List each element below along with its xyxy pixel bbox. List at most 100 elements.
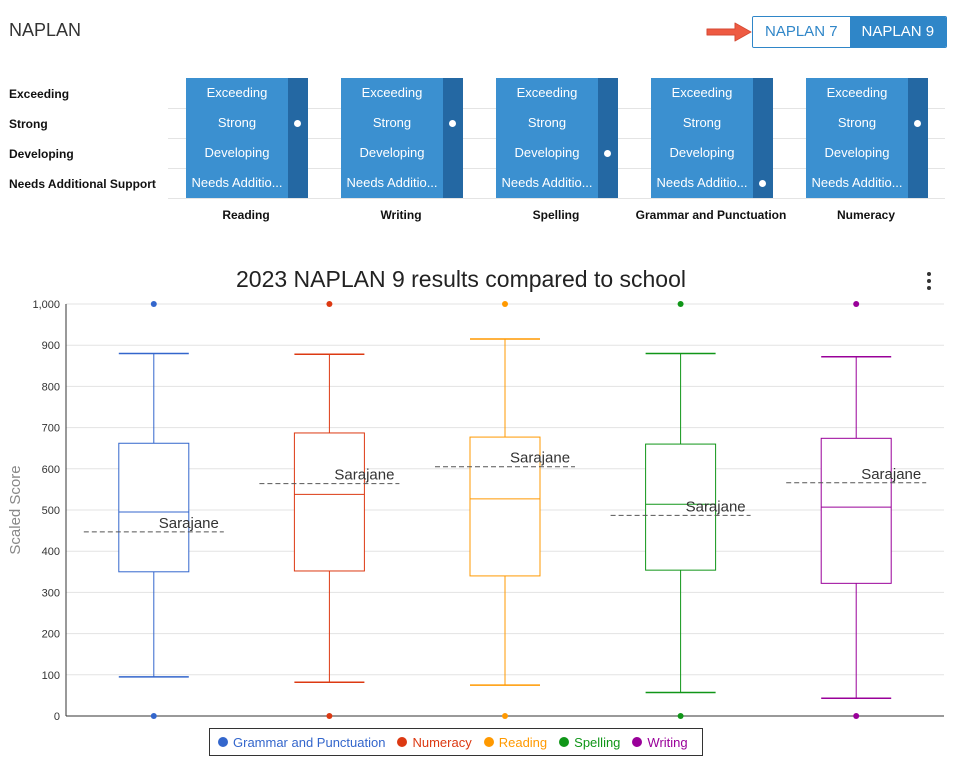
y-tick-label: 100 <box>42 670 60 682</box>
chart-menu-icon[interactable] <box>919 270 939 292</box>
band-column-spelling: Exceeding Strong Developing Needs Additi… <box>496 78 618 198</box>
legend-dot-icon <box>483 737 494 747</box>
band-cell[interactable]: Exceeding <box>361 85 423 100</box>
pointer-arrow-icon <box>706 22 752 42</box>
band-cell[interactable]: Needs Additio... <box>656 175 748 190</box>
legend-label: Numeracy <box>412 734 472 750</box>
legend-dot-icon <box>632 737 643 747</box>
band-label-exceeding: Exceeding <box>9 87 70 101</box>
legend-item[interactable]: Grammar and Punctuation <box>218 735 385 750</box>
band-cell[interactable]: Strong <box>372 115 412 130</box>
band-cell[interactable]: Exceeding <box>206 85 268 100</box>
band-cells: Exceeding Strong Developing Needs Additi… <box>186 78 288 198</box>
iqr-box <box>118 442 190 573</box>
legend-dot-icon <box>559 737 570 747</box>
band-cell[interactable]: Exceeding <box>516 85 578 100</box>
domain-label-grammar: Grammar and Punctuation <box>635 208 787 222</box>
box-numeracy: Sarajane <box>259 301 400 719</box>
band-cell[interactable]: Exceeding <box>671 85 733 100</box>
band-label-needs-support: Needs Additional Support <box>9 177 156 191</box>
naplan-9-button[interactable]: NAPLAN 9 <box>849 17 947 47</box>
student-score-label: Sarajane <box>510 450 570 467</box>
y-tick-label: 600 <box>42 464 60 476</box>
iqr-box <box>820 437 892 584</box>
student-band-marker <box>604 150 611 157</box>
y-tick-label: 700 <box>42 423 60 435</box>
outlier-high-point <box>326 301 333 307</box>
y-tick-label: 400 <box>42 546 60 558</box>
outlier-high-point <box>853 301 860 307</box>
band-cells: Exceeding Strong Developing Needs Additi… <box>496 78 598 198</box>
iqr-box <box>469 436 541 577</box>
y-tick-label: 0 <box>54 711 60 723</box>
y-tick-label: 1,000 <box>32 299 60 311</box>
legend-label: Grammar and Punctuation <box>233 734 386 750</box>
student-score-label: Sarajane <box>861 466 921 483</box>
band-cell[interactable]: Strong <box>837 115 877 130</box>
student-score-label: Sarajane <box>159 515 219 532</box>
student-band-marker <box>294 120 301 127</box>
box-plot-chart: 0 100 200 300 400 500 600 700 800 900 1,000 Scaled … <box>7 299 944 723</box>
band-cells: Exceeding Strong Developing Needs Additi… <box>806 78 908 198</box>
outlier-high-point <box>502 301 508 307</box>
band-marker-strip <box>598 78 618 198</box>
band-column-numeracy: Exceeding Strong Developing Needs Additi… <box>806 78 928 198</box>
iqr-box <box>645 443 717 571</box>
band-cell[interactable]: Developing <box>824 145 890 160</box>
outlier-high-point <box>677 301 684 307</box>
domain-label-numeracy: Numeracy <box>836 208 896 222</box>
domain-label-spelling: Spelling <box>532 208 580 222</box>
band-cell[interactable]: Developing <box>204 145 270 160</box>
grid-row-divider <box>168 198 945 199</box>
band-column-grammar: Exceeding Strong Developing Needs Additi… <box>651 78 773 198</box>
y-tick-label: 900 <box>42 340 60 352</box>
box-spelling: Sarajane <box>610 301 751 719</box>
outlier-low-point <box>853 713 860 719</box>
band-cell[interactable]: Strong <box>217 115 257 130</box>
iqr-box <box>293 432 365 572</box>
legend-item[interactable]: Numeracy <box>397 734 472 750</box>
legend-item[interactable]: Reading <box>483 734 548 750</box>
legend-dot-icon <box>397 737 408 747</box>
outlier-high-point <box>150 301 157 307</box>
chart-legend: Grammar and Punctuation Numeracy Reading Sp… <box>209 728 703 756</box>
y-tick-label: 200 <box>42 629 60 641</box>
student-band-marker <box>759 180 766 187</box>
band-cell[interactable]: Strong <box>682 115 722 130</box>
naplan-7-button[interactable]: NAPLAN 7 <box>753 17 850 47</box>
band-column-reading: Exceeding Strong Developing Needs Additi… <box>186 78 308 198</box>
band-cells: Exceeding Strong Developing Needs Additi… <box>651 78 753 198</box>
student-band-marker <box>914 120 921 127</box>
legend-item[interactable]: Spelling <box>559 735 620 750</box>
legend-label: Reading <box>498 734 548 750</box>
legend-item[interactable]: Writing <box>632 735 688 750</box>
band-cell[interactable]: Developing <box>669 145 735 160</box>
band-cell[interactable]: Strong <box>527 115 567 130</box>
band-cell[interactable]: Exceeding <box>826 85 888 100</box>
band-cell[interactable]: Needs Additio... <box>501 175 593 190</box>
outlier-low-point <box>326 713 333 719</box>
naplan-year-toggle: NAPLAN 7 NAPLAN 9 <box>752 16 948 48</box>
box-grammar-and-punctuation: Sarajane <box>83 301 224 719</box>
legend-dot-icon <box>218 737 228 747</box>
band-column-writing: Exceeding Strong Developing Needs Additi… <box>341 78 463 198</box>
band-cell[interactable]: Needs Additio... <box>811 175 903 190</box>
outlier-low-point <box>150 713 157 719</box>
band-cell[interactable]: Developing <box>514 145 580 160</box>
domain-label-reading: Reading <box>222 208 270 222</box>
student-score-label: Sarajane <box>686 498 746 515</box>
band-cell[interactable]: Needs Additio... <box>191 175 283 190</box>
chart-title: 2023 NAPLAN 9 results compared to school <box>235 266 687 292</box>
y-tick-label: 300 <box>42 587 60 599</box>
band-marker-strip <box>288 78 308 198</box>
band-cell[interactable]: Needs Additio... <box>346 175 438 190</box>
student-score-label: Sarajane <box>334 467 394 484</box>
band-label-developing: Developing <box>9 147 74 161</box>
band-cell[interactable]: Developing <box>359 145 425 160</box>
outlier-low-point <box>502 713 508 719</box>
y-axis-label: Scaled Score <box>7 465 24 554</box>
band-marker-strip <box>753 78 773 198</box>
page-title: NAPLAN <box>9 20 82 40</box>
band-cells: Exceeding Strong Developing Needs Additi… <box>341 78 443 198</box>
band-label-strong: Strong <box>9 117 48 131</box>
